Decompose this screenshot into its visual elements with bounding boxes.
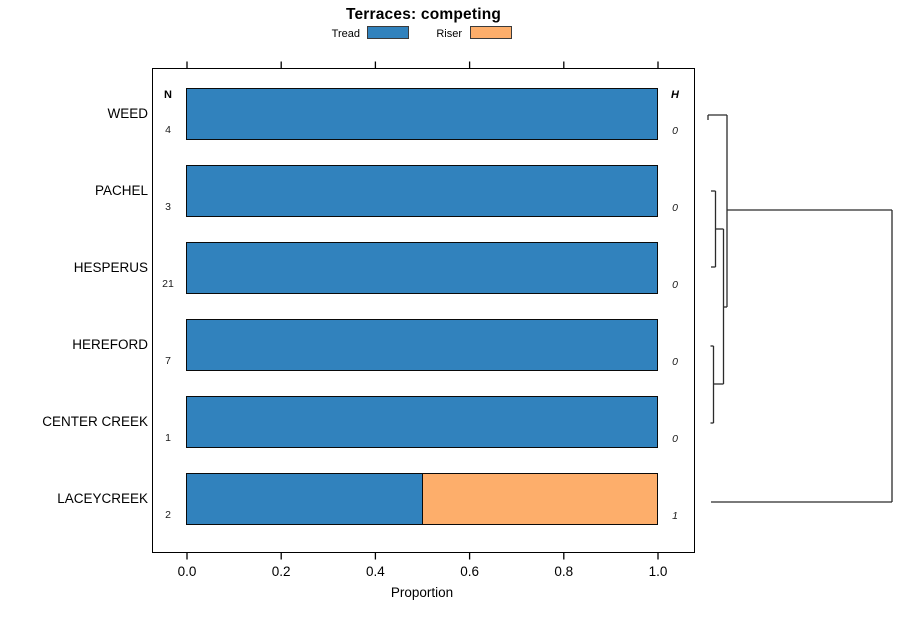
h-value: 0 — [672, 356, 678, 368]
category-label: LACEYCREEK — [57, 491, 148, 506]
stacked-bar — [186, 88, 658, 140]
bar-row: HESPERUS 21 0 — [0, 242, 900, 294]
n-value: 1 — [165, 432, 171, 444]
h-value: 0 — [672, 279, 678, 291]
x-tick-label: 1.0 — [648, 564, 668, 579]
stacked-bar — [186, 165, 658, 217]
category-label: HEREFORD — [72, 337, 148, 352]
bar-row: LACEYCREEK 2 1 — [0, 473, 900, 525]
stacked-bar — [186, 473, 658, 525]
legend-swatch-riser — [470, 26, 512, 39]
x-tick-label: 0.4 — [366, 564, 385, 579]
h-value: 0 — [672, 433, 678, 445]
category-label: CENTER CREEK — [42, 414, 148, 429]
bar-segment-riser — [422, 474, 657, 524]
stacked-bar — [186, 396, 658, 448]
n-value: 7 — [165, 355, 171, 367]
bar-row: HEREFORD 7 0 — [0, 319, 900, 371]
x-tick-label: 0.6 — [460, 564, 479, 579]
n-value: 21 — [162, 278, 174, 290]
x-tick-label: 0.2 — [271, 564, 291, 579]
chart-title: Terraces: competing — [345, 6, 502, 23]
h-value: 1 — [672, 510, 678, 522]
plot-area — [152, 68, 695, 553]
stacked-bar — [186, 319, 658, 371]
bar-row: PACHEL 3 0 — [0, 165, 900, 217]
h-value: 0 — [672, 202, 678, 214]
n-value: 3 — [165, 201, 171, 213]
bar-row: CENTER CREEK 1 0 — [0, 396, 900, 448]
category-label: PACHEL — [94, 183, 148, 198]
x-axis-title: Proportion — [390, 585, 454, 600]
legend-swatch-tread — [367, 26, 409, 39]
stacked-bar — [186, 242, 658, 294]
legend-label-riser: Riser — [436, 28, 462, 40]
bar-row: WEED 4 0 — [0, 88, 900, 140]
n-value: 4 — [165, 124, 171, 136]
legend-label-tread: Tread — [331, 28, 360, 40]
category-label: HESPERUS — [73, 260, 148, 275]
x-tick-label: 0.8 — [554, 564, 574, 579]
x-tick-label: 0.0 — [177, 564, 197, 579]
h-column-header: H — [671, 89, 679, 101]
h-value: 0 — [672, 125, 678, 137]
category-label: WEED — [107, 106, 149, 121]
n-value: 2 — [165, 509, 171, 521]
n-column-header: N — [164, 89, 172, 101]
